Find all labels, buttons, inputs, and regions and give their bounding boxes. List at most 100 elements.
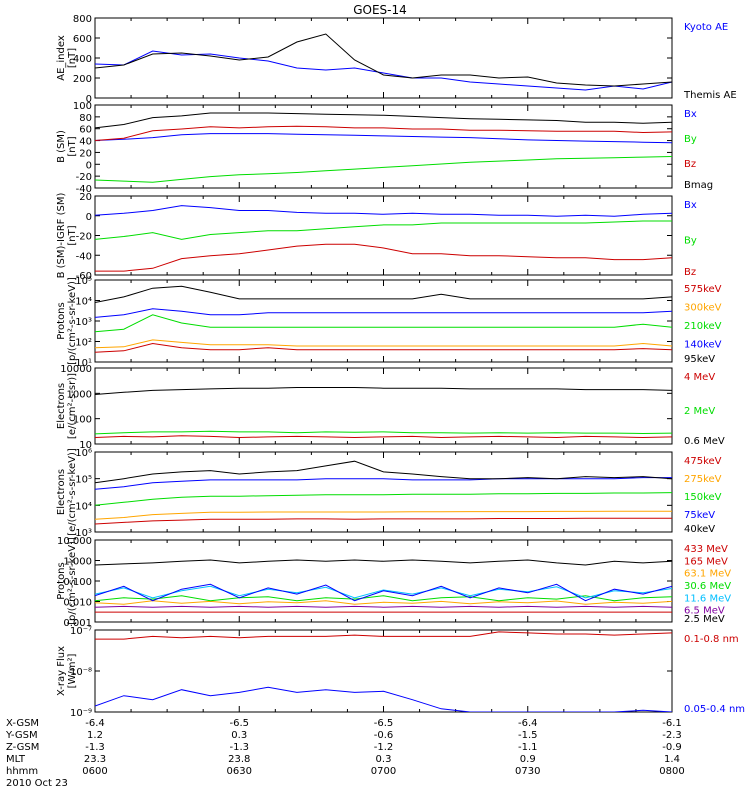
y-axis-label-line: B (SM) <box>56 130 67 163</box>
legend-entry: 300keV <box>684 303 722 314</box>
y-axis-label-line: [p/(cm²-s-sr-keV)] <box>67 537 78 625</box>
y-tick-label: 10⁴ <box>75 297 92 308</box>
x-axis-row-label: Y-GSM <box>5 730 38 741</box>
y-tick-label: 0.001 <box>63 618 92 629</box>
x-axis-value: 0.9 <box>520 754 536 765</box>
x-axis-date: 2010 Oct 23 <box>6 778 68 789</box>
x-axis-value: 0.3 <box>231 730 247 741</box>
legend-entry: Bmag <box>684 180 713 191</box>
y-axis-label-line: X-ray Flux <box>56 646 67 696</box>
legend-entry: Bz <box>684 159 696 170</box>
legend-entry: By <box>684 236 697 247</box>
x-axis-value: 0.3 <box>376 754 392 765</box>
x-axis-value: -6.1 <box>662 718 682 729</box>
y-axis-label: Protons[p/(cm²-s-sr-keV)] <box>56 537 78 625</box>
y-tick-label: 10⁻⁷ <box>70 626 92 637</box>
y-tick-label: 20 <box>79 192 92 203</box>
y-tick-label: 20 <box>79 148 92 159</box>
legend-entry: Kyoto AE <box>684 22 728 33</box>
series-line <box>95 125 672 141</box>
x-axis-value: 0700 <box>371 766 396 777</box>
y-tick-label: 80 <box>79 113 92 124</box>
series-line <box>95 460 672 484</box>
legend-entry: 275keV <box>684 474 722 485</box>
series-line <box>95 510 672 520</box>
y-tick-label: -20 <box>76 172 92 183</box>
y-tick-label: 10.000 <box>57 536 92 547</box>
x-axis-value: -6.5 <box>229 718 249 729</box>
series-group <box>95 559 672 613</box>
x-axis-value: -0.6 <box>374 730 394 741</box>
y-tick-label: 10⁵ <box>75 475 92 486</box>
y-tick-label: 600 <box>73 34 92 45</box>
series-line <box>95 430 672 435</box>
legend-entry: 0.6 MeV <box>684 436 725 447</box>
legend-entry: 75keV <box>684 510 715 521</box>
y-tick-label: 10³ <box>75 317 92 328</box>
y-tick-label: 200 <box>73 74 92 85</box>
y-tick-label: 1.000 <box>63 557 92 568</box>
y-tick-label: -20 <box>76 232 92 243</box>
y-axis-label-line: [nT] <box>67 48 78 68</box>
legend-entry: 165 MeV <box>684 556 728 567</box>
series-line <box>95 342 672 353</box>
legend-entry: By <box>684 134 697 145</box>
panel-frame <box>94 629 673 713</box>
y-tick-label: 400 <box>73 54 92 65</box>
series-line <box>95 243 672 272</box>
series-line <box>95 600 672 605</box>
x-axis-value: 23.3 <box>84 754 106 765</box>
legend-entry: 4 MeV <box>684 372 715 383</box>
legend-entry: 140keV <box>684 340 722 351</box>
panel-7: 10.0001.0000.1000.0100.001Protons[p/(cm²… <box>56 536 731 629</box>
legend-entry: 95keV <box>684 354 715 365</box>
panel-1: 800 600 400 200 0 AE_index[nT] Kyoto AE Themis … <box>56 14 737 105</box>
panel-8: 10⁻⁷ 10⁻⁸ 10⁻⁹ X-ray Flux[W/m²] 0.1-0.8 nm 0.… <box>56 626 745 719</box>
legend-entry: 475keV <box>684 456 722 467</box>
x-axis-value: 23.8 <box>228 754 250 765</box>
series-line <box>95 559 672 566</box>
y-axis-label: X-ray Flux[W/m²] <box>56 646 78 696</box>
series-line <box>95 605 672 608</box>
series-line <box>95 156 672 183</box>
y-tick-label: 40 <box>79 137 92 148</box>
series-group <box>95 112 672 183</box>
series-line <box>95 33 672 87</box>
panel-4: 10⁵10⁴10³10²10¹Protons[p/(cm²-s-sr-keV)]… <box>56 276 722 369</box>
x-axis-value: 1.2 <box>87 730 103 741</box>
y-axis-label: B (SM)[nT] <box>56 130 78 163</box>
legend-entry: 575keV <box>684 284 722 295</box>
y-tick-label: 60 <box>79 125 92 136</box>
y-tick-label: 100 <box>73 415 92 426</box>
x-axis-row-label: hhmm <box>6 766 38 777</box>
legend-entry: 11.6 MeV <box>684 593 731 604</box>
x-axis-value: -6.5 <box>374 718 394 729</box>
y-tick-label: 0 <box>86 212 92 223</box>
x-axis-value: -1.3 <box>229 742 249 753</box>
legend-entry: 433 MeV <box>684 544 728 555</box>
legend-entry: 6.5 MeV <box>684 606 725 617</box>
panel-frame <box>94 539 673 623</box>
y-tick-label: 0.010 <box>63 598 92 609</box>
x-axis-labels: X-GSM -6.4 -6.5 -6.5 -6.4 -6.1 Y-GSM 1.2 0.3 -0.6… <box>5 718 685 789</box>
legend-entry: Bx <box>684 200 697 211</box>
y-axis-label: Electrons[e/(cm²-s-sr)] <box>56 373 78 439</box>
y-axis-label-line: [W/m²] <box>67 653 78 688</box>
series-line <box>95 631 672 640</box>
x-axis-row-label: Z-GSM <box>6 742 39 753</box>
panel-frame <box>94 195 673 276</box>
y-axis-label-line: Electrons <box>56 383 67 429</box>
y-tick-label: -60 <box>76 271 92 282</box>
legend-entry: 210keV <box>684 321 722 332</box>
y-tick-label: 0 <box>86 94 92 105</box>
x-axis-value: 1.4 <box>664 754 680 765</box>
series-line <box>95 585 672 599</box>
series-line <box>95 492 672 506</box>
legend-entry: 0.1-0.8 nm <box>684 634 739 645</box>
y-tick-label: 800 <box>73 14 92 25</box>
y-tick-label: 10⁴ <box>75 501 92 512</box>
y-axis-label-line: Protons <box>56 302 67 339</box>
